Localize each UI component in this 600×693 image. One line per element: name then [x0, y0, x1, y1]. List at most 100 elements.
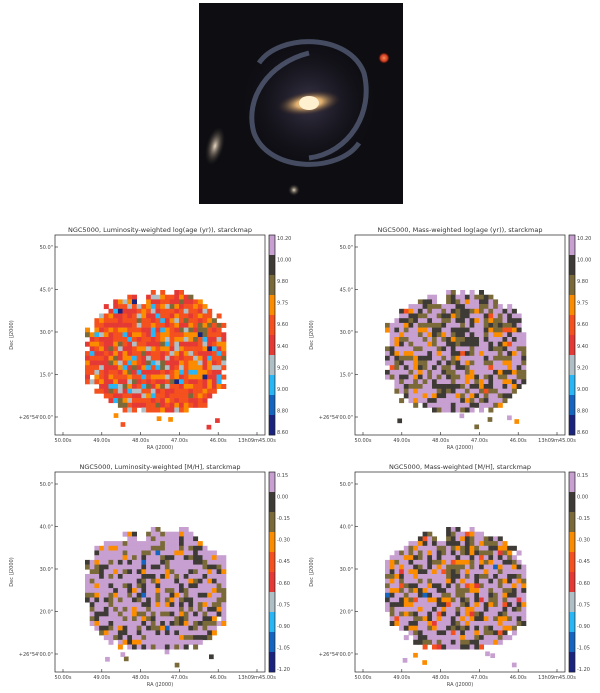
map-pixel: [174, 639, 180, 645]
map-pixel: [483, 541, 489, 547]
map-pixel: [403, 621, 409, 626]
map-pixel: [516, 337, 522, 342]
map-pixel: [464, 635, 470, 641]
map-pixel: [413, 652, 418, 658]
map-pixel: [160, 369, 166, 375]
map-pixel: [193, 318, 199, 324]
map-pixel: [483, 402, 489, 408]
map-pixel: [150, 332, 156, 338]
map-pixel: [474, 569, 480, 575]
map-pixel: [164, 536, 170, 542]
map-pixel: [469, 299, 475, 305]
map-pixel: [197, 611, 203, 617]
map-pixel: [193, 625, 199, 631]
map-pixel: [507, 545, 513, 551]
map-pixel: [441, 369, 447, 375]
map-pixel: [432, 398, 437, 404]
map-pixel: [417, 341, 423, 347]
map-pixel: [150, 545, 156, 551]
map-pixel: [441, 304, 447, 310]
map-pixel: [169, 578, 175, 584]
map-pixel: [127, 313, 133, 319]
map-pixel: [211, 365, 217, 371]
map-pixel: [103, 388, 109, 394]
map-pixel: [469, 625, 475, 631]
map-pixel: [455, 527, 461, 532]
map-pixel: [197, 630, 203, 636]
map-pixel: [436, 308, 442, 314]
map-pixel: [164, 639, 170, 645]
map-pixel: [122, 606, 128, 612]
map-pixel: [436, 559, 442, 565]
map-pixel: [488, 337, 494, 342]
map-pixel: [150, 592, 156, 598]
map-pixel: [150, 574, 156, 579]
map-pixel: [399, 351, 405, 357]
map-pixel: [460, 578, 466, 584]
map-pixel: [146, 583, 152, 589]
map-pixel: [216, 384, 222, 389]
map-pixel: [179, 592, 184, 598]
map-pixel: [488, 578, 494, 584]
map-pixel: [455, 592, 461, 598]
map-pixel: [516, 592, 522, 598]
map-pixel: [455, 545, 461, 551]
map-pixel: [399, 588, 405, 594]
map-pixel: [403, 341, 409, 347]
map-pixel: [441, 578, 447, 584]
map-pixel: [179, 407, 184, 413]
map-pixel: [502, 374, 508, 380]
map-pixel: [464, 313, 470, 319]
map-pixel: [193, 621, 199, 626]
map-pixel: [493, 341, 499, 347]
map-pixel: [207, 355, 213, 361]
map-pixel: [417, 545, 423, 551]
map-pixel: [188, 630, 194, 636]
map-pixel: [132, 531, 137, 537]
map-pixel: [502, 569, 508, 575]
map-pixel: [169, 536, 175, 542]
map-pixel: [394, 365, 400, 371]
map-pixel: [483, 304, 489, 310]
map-pixel: [469, 630, 475, 636]
map-pixel: [413, 308, 419, 314]
map-pixel: [85, 588, 90, 594]
map-pixel: [155, 393, 161, 399]
map-pixel: [436, 355, 442, 361]
y-tick-label: +26°54'00.0": [319, 415, 353, 421]
map-pixel: [422, 541, 428, 547]
map-pixel: [150, 290, 156, 295]
map-pixel: [403, 313, 409, 319]
map-pixel: [502, 313, 508, 319]
map-pixel: [150, 341, 156, 347]
map-pixel: [460, 313, 466, 319]
map-pixel: [464, 621, 470, 626]
map-pixel: [432, 597, 437, 603]
map-pixel: [413, 555, 419, 561]
map-pixel: [117, 574, 123, 579]
map-pixel: [123, 656, 129, 662]
map-pixel: [164, 332, 170, 338]
map-pixel: [122, 388, 128, 394]
map-pixel: [108, 597, 114, 603]
map-pixel: [441, 351, 447, 357]
map-pixel: [113, 413, 119, 418]
colorbar-tick-label: 9.80: [277, 279, 288, 285]
map-pixel: [408, 318, 414, 324]
map-pixel: [502, 360, 508, 366]
map-pixel: [399, 555, 405, 561]
map-pixel: [469, 308, 475, 314]
map-pixel: [488, 564, 494, 570]
map-pixel: [160, 630, 166, 636]
map-pixel: [488, 541, 494, 547]
map-pixel: [446, 304, 452, 310]
map-pixel: [103, 611, 109, 617]
map-pixel: [511, 308, 517, 314]
map-pixel: [183, 625, 189, 631]
map-pixel: [413, 574, 419, 579]
map-pixel: [164, 597, 170, 603]
map-pixel: [141, 369, 147, 375]
map-pixel: [99, 616, 105, 622]
map-pixel: [422, 384, 428, 389]
map-pixel: [502, 318, 508, 324]
